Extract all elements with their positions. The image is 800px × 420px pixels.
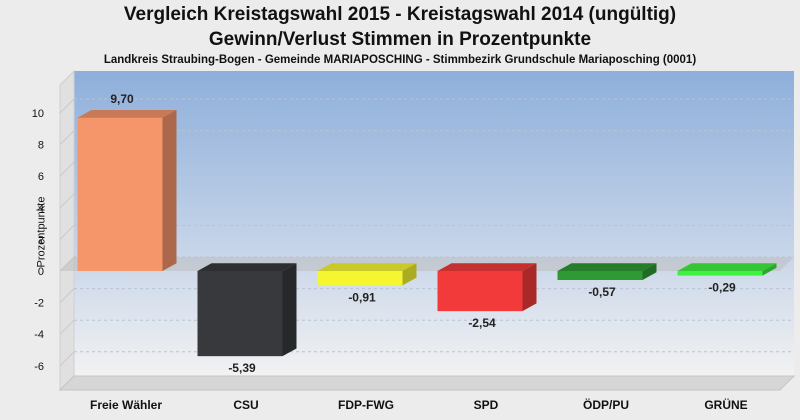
bar-side-face (762, 263, 777, 276)
bar-top-face (317, 263, 417, 271)
y-tick-label: -4 (34, 329, 44, 341)
bar-top-face (557, 263, 657, 271)
grid-line-side (59, 193, 75, 209)
bar (437, 271, 523, 312)
grid-line-side (59, 130, 75, 145)
bar-top-face (677, 263, 777, 271)
y-tick-label: -2 (34, 298, 44, 310)
x-tick-label: GRÜNE (704, 397, 747, 412)
y-tick-label: 4 (38, 203, 44, 215)
bar (197, 271, 283, 357)
y-tick-label: 10 (32, 108, 44, 120)
data-label: -2,54 (468, 316, 496, 330)
data-label: 9,70 (110, 92, 134, 106)
x-tick-label: FDP-FWG (338, 398, 394, 412)
data-label: -0,29 (708, 281, 736, 295)
chart-note: Landkreis Straubing-Bogen - Gemeinde MAR… (103, 54, 697, 66)
grid-line-side (59, 288, 75, 303)
grid-line-side (59, 351, 75, 367)
y-tick-label: 2 (38, 234, 44, 246)
x-tick-label: Freie Wähler (90, 398, 162, 412)
grid-line-side (59, 161, 75, 177)
data-label: -0,91 (348, 290, 376, 304)
bar-side-face (162, 110, 177, 271)
bar-side-face (522, 263, 537, 312)
plot-background (74, 71, 794, 376)
chart-title: Vergleich Kreistagswahl 2015 - Kreistags… (123, 4, 677, 25)
plot-side-wall (59, 69, 75, 392)
plot-floor (58, 375, 796, 391)
bar (677, 271, 763, 276)
bar-side-face (282, 263, 297, 357)
y-tick-label: -6 (34, 361, 44, 373)
grid-line-side (59, 225, 75, 240)
chart-subtitle: Gewinn/Verlust Stimmen in Prozentpunkte (208, 29, 592, 50)
grid-line-side (59, 319, 75, 335)
bar-side-face (402, 263, 417, 286)
y-tick-label: 8 (38, 140, 44, 152)
data-label: -5,39 (228, 361, 256, 375)
bar-top-face (197, 263, 297, 271)
bar-top-face (77, 110, 177, 118)
bar (77, 117, 163, 272)
bar (557, 271, 643, 281)
data-label: -0,57 (588, 285, 616, 299)
x-tick-label: ÖDP/PU (583, 397, 629, 412)
bar-side-face (642, 263, 657, 281)
y-tick-label: 0 (38, 266, 44, 278)
bar-top-face (437, 263, 537, 271)
y-tick-label: 6 (38, 171, 44, 183)
grid-line-side (59, 98, 75, 114)
bar (317, 271, 403, 286)
x-tick-label: SPD (474, 398, 499, 412)
x-tick-label: CSU (233, 398, 258, 412)
